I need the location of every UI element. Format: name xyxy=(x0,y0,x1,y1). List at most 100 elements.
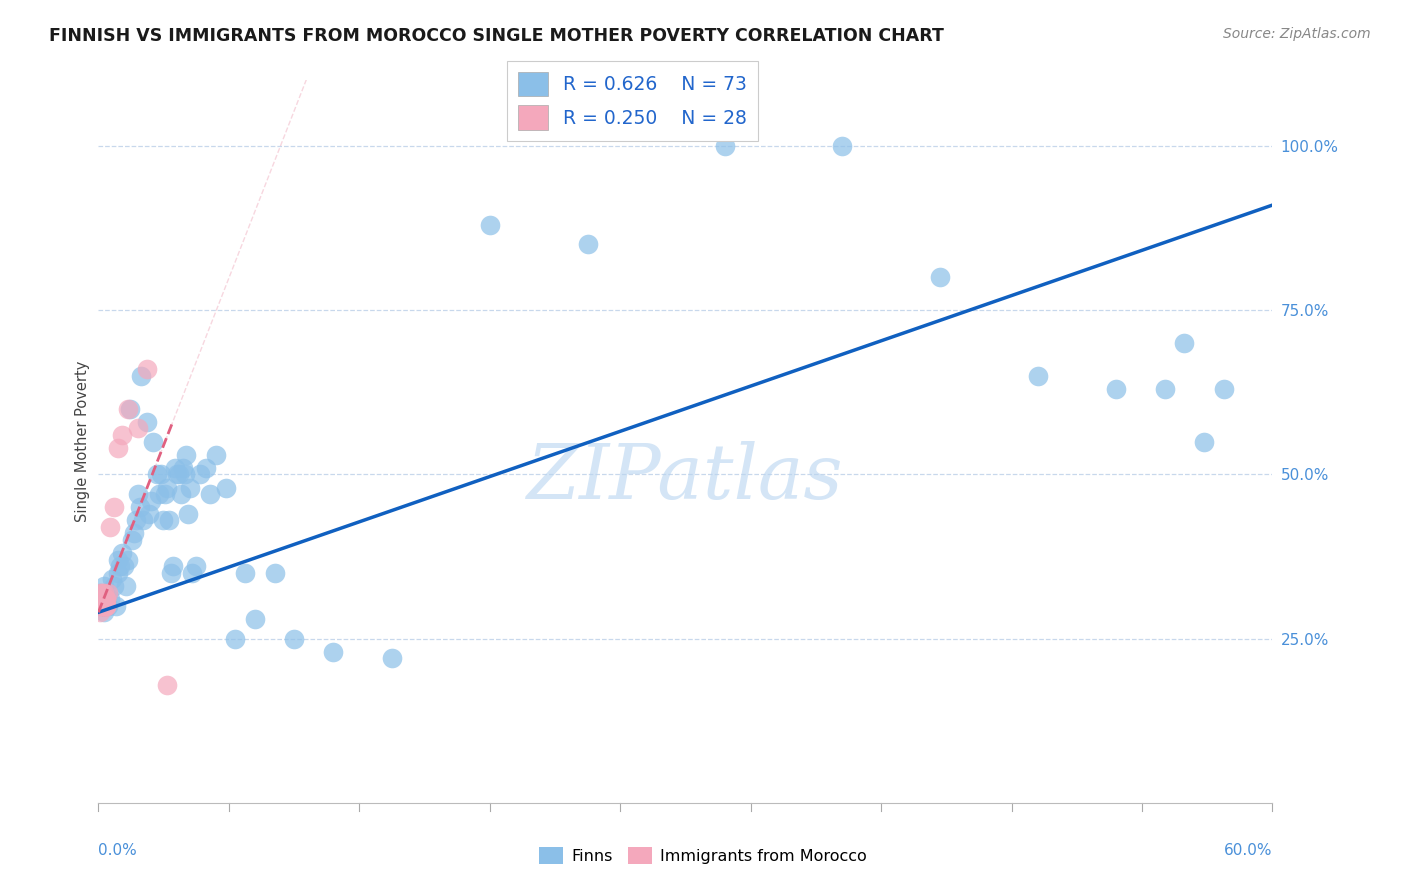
Y-axis label: Single Mother Poverty: Single Mother Poverty xyxy=(75,361,90,522)
Point xyxy=(713,139,735,153)
Point xyxy=(127,487,149,501)
Point xyxy=(576,237,599,252)
Point xyxy=(224,632,246,646)
Point xyxy=(122,526,145,541)
Point xyxy=(186,559,208,574)
Point xyxy=(173,467,195,482)
Point xyxy=(176,448,198,462)
Point xyxy=(928,270,950,285)
Text: FINNISH VS IMMIGRANTS FROM MOROCCO SINGLE MOTHER POVERTY CORRELATION CHART: FINNISH VS IMMIGRANTS FROM MOROCCO SINGL… xyxy=(49,27,943,45)
Point xyxy=(117,401,139,416)
Point xyxy=(93,605,115,619)
Point xyxy=(108,559,131,574)
Point xyxy=(156,677,179,691)
Point xyxy=(153,487,176,501)
Point xyxy=(93,592,115,607)
Point xyxy=(283,632,305,646)
Legend: Finns, Immigrants from Morocco: Finns, Immigrants from Morocco xyxy=(533,840,873,871)
Point xyxy=(263,566,285,580)
Point xyxy=(97,585,120,599)
Point xyxy=(136,415,159,429)
Text: ZIPatlas: ZIPatlas xyxy=(527,441,844,515)
Point xyxy=(107,566,129,580)
Point xyxy=(89,585,111,599)
Point xyxy=(138,507,160,521)
Point xyxy=(1212,382,1234,396)
Point xyxy=(91,599,114,613)
Point xyxy=(121,533,143,547)
Point xyxy=(162,559,184,574)
Point xyxy=(177,507,200,521)
Point xyxy=(91,592,114,607)
Point xyxy=(105,599,128,613)
Point xyxy=(93,599,115,613)
Point xyxy=(98,592,121,607)
Point xyxy=(117,553,139,567)
Point xyxy=(93,599,115,613)
Point xyxy=(98,520,121,534)
Point xyxy=(478,218,501,232)
Point xyxy=(96,592,118,607)
Point xyxy=(179,481,201,495)
Point xyxy=(322,645,344,659)
Point xyxy=(91,599,114,613)
Point xyxy=(141,493,163,508)
Point xyxy=(111,428,134,442)
Point xyxy=(169,487,191,501)
Point xyxy=(166,467,188,482)
Point xyxy=(111,546,134,560)
Point xyxy=(381,651,404,665)
Point xyxy=(181,566,204,580)
Point xyxy=(112,559,135,574)
Point xyxy=(157,513,180,527)
Point xyxy=(146,467,169,482)
Point xyxy=(91,585,114,599)
Point xyxy=(107,553,129,567)
Point xyxy=(136,362,159,376)
Point xyxy=(1173,336,1195,351)
Point xyxy=(172,460,194,475)
Point xyxy=(89,599,111,613)
Point xyxy=(97,599,120,613)
Point xyxy=(243,612,266,626)
Point xyxy=(1153,382,1175,396)
Point xyxy=(148,487,170,501)
Point xyxy=(167,467,190,482)
Point xyxy=(93,599,115,613)
Point xyxy=(103,579,125,593)
Point xyxy=(96,599,118,613)
Point xyxy=(103,500,125,515)
Point xyxy=(91,599,114,613)
Point xyxy=(159,566,181,580)
Text: Source: ZipAtlas.com: Source: ZipAtlas.com xyxy=(1223,27,1371,41)
Point xyxy=(188,467,211,482)
Text: 60.0%: 60.0% xyxy=(1225,843,1272,857)
Point xyxy=(156,481,179,495)
Point xyxy=(89,605,111,619)
Point xyxy=(93,592,115,607)
Point xyxy=(93,579,115,593)
Point xyxy=(96,592,118,607)
Point xyxy=(152,513,174,527)
Point xyxy=(118,401,141,416)
Point xyxy=(142,434,165,449)
Point xyxy=(93,599,115,613)
Point xyxy=(93,585,115,599)
Point xyxy=(195,460,218,475)
Point xyxy=(128,500,150,515)
Point xyxy=(114,579,136,593)
Point xyxy=(831,139,853,153)
Point xyxy=(214,481,236,495)
Point xyxy=(150,467,173,482)
Point xyxy=(124,513,146,527)
Point xyxy=(101,573,124,587)
Point xyxy=(132,513,155,527)
Point xyxy=(97,585,120,599)
Text: 0.0%: 0.0% xyxy=(98,843,138,857)
Point xyxy=(96,599,118,613)
Point xyxy=(233,566,256,580)
Point xyxy=(127,421,149,435)
Point xyxy=(96,592,118,607)
Point xyxy=(1192,434,1215,449)
Legend: R = 0.626    N = 73, R = 0.250    N = 28: R = 0.626 N = 73, R = 0.250 N = 28 xyxy=(508,61,758,141)
